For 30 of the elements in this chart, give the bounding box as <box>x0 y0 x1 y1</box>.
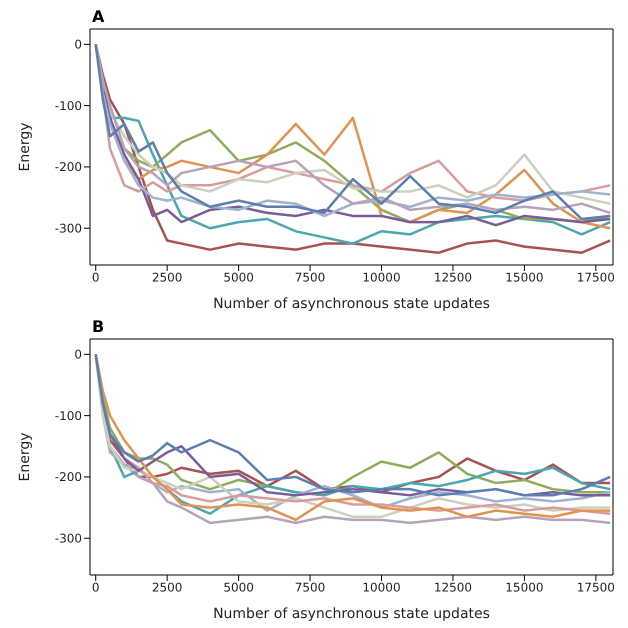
x-tick-label: 0 <box>92 580 100 595</box>
x-tick-label: 10000 <box>362 580 401 595</box>
y-axis-title: Energy <box>16 122 33 172</box>
x-tick-label: 12500 <box>434 270 472 285</box>
chart-title: A <box>92 7 104 26</box>
y-tick-label: -300 <box>54 221 82 236</box>
x-tick-label: 12500 <box>434 580 472 595</box>
x-tick-label: 7500 <box>294 270 326 285</box>
y-tick-label: -300 <box>54 531 82 546</box>
x-tick-label: 0 <box>92 270 100 285</box>
y-tick-label: 0 <box>74 38 82 52</box>
chart-title: B <box>92 317 104 336</box>
x-tick-label: 15000 <box>505 580 544 595</box>
x-tick-label: 2500 <box>152 270 182 285</box>
y-tick-label: -100 <box>54 408 82 423</box>
y-tick-label: -100 <box>54 98 82 113</box>
x-tick-label: 2500 <box>152 580 182 595</box>
y-tick-label: -200 <box>54 470 82 484</box>
x-tick-label: 17500 <box>576 580 615 595</box>
y-tick-label: -200 <box>54 160 82 174</box>
x-tick-label: 5000 <box>223 580 254 595</box>
x-tick-label: 7500 <box>294 580 326 595</box>
x-tick-label: 17500 <box>576 270 615 285</box>
x-tick-label: 10000 <box>362 270 401 285</box>
y-tick-label: 0 <box>74 348 82 362</box>
y-axis-title: Energy <box>16 432 33 482</box>
x-tick-label: 15000 <box>505 270 544 285</box>
x-axis-title: Number of asynchronous state updates <box>213 296 490 312</box>
x-axis-title: Number of asynchronous state updates <box>213 606 490 622</box>
x-tick-label: 5000 <box>223 270 254 285</box>
